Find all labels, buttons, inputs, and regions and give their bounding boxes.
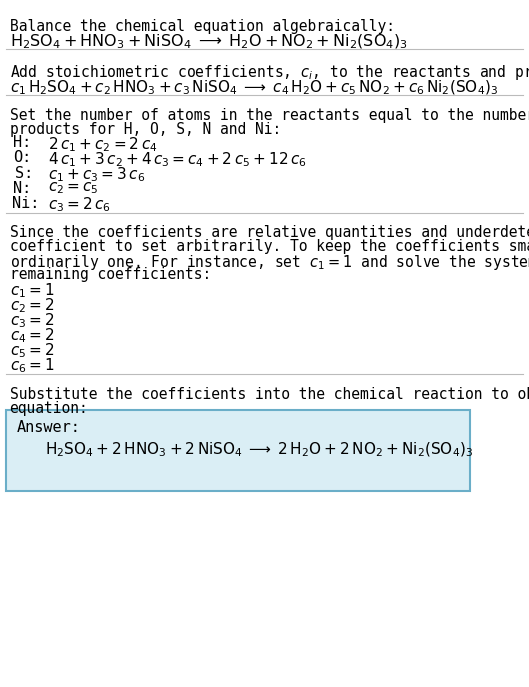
Text: ordinarily one. For instance, set $c_1 = 1$ and solve the system of equations fo: ordinarily one. For instance, set $c_1 =… <box>10 253 529 272</box>
Text: $\mathrm{H_2SO_4 + 2\,HNO_3 + 2\,NiSO_4 \;\longrightarrow\; 2\,H_2O + 2\,NO_2 + : $\mathrm{H_2SO_4 + 2\,HNO_3 + 2\,NiSO_4 … <box>45 441 473 460</box>
Text: Set the number of atoms in the reactants equal to the number of atoms in the: Set the number of atoms in the reactants… <box>10 108 529 123</box>
Text: $c_1 + c_3 = 3\,c_6$: $c_1 + c_3 = 3\,c_6$ <box>48 166 145 184</box>
Text: $c_4 = 2$: $c_4 = 2$ <box>10 326 54 345</box>
Text: $c_2 = 2$: $c_2 = 2$ <box>10 296 54 315</box>
Text: N:: N: <box>13 181 31 196</box>
Text: $4\,c_1 + 3\,c_2 + 4\,c_3 = c_4 + 2\,c_5 + 12\,c_6$: $4\,c_1 + 3\,c_2 + 4\,c_3 = c_4 + 2\,c_5… <box>48 150 306 169</box>
Text: $\mathrm{H_2SO_4 + HNO_3 + NiSO_4 \;\longrightarrow\; H_2O + NO_2 + Ni_2(SO_4)_3: $\mathrm{H_2SO_4 + HNO_3 + NiSO_4 \;\lon… <box>10 32 407 51</box>
Text: $c_1 = 1$: $c_1 = 1$ <box>10 281 54 300</box>
Text: $c_3 = 2\,c_6$: $c_3 = 2\,c_6$ <box>48 196 111 214</box>
Text: Since the coefficients are relative quantities and underdetermined, choose a: Since the coefficients are relative quan… <box>10 225 529 240</box>
Text: $c_2 = c_5$: $c_2 = c_5$ <box>48 181 98 196</box>
Text: Add stoichiometric coefficients, $c_i$, to the reactants and products:: Add stoichiometric coefficients, $c_i$, … <box>10 63 529 82</box>
Text: S:: S: <box>15 166 33 181</box>
Text: $2\,c_1 + c_2 = 2\,c_4$: $2\,c_1 + c_2 = 2\,c_4$ <box>48 135 157 154</box>
Text: $c_6 = 1$: $c_6 = 1$ <box>10 357 54 375</box>
Text: $c_1\,\mathrm{H_2SO_4} + c_2\,\mathrm{HNO_3} + c_3\,\mathrm{NiSO_4} \;\longright: $c_1\,\mathrm{H_2SO_4} + c_2\,\mathrm{HN… <box>10 78 498 97</box>
Text: Balance the chemical equation algebraically:: Balance the chemical equation algebraica… <box>10 19 395 34</box>
Text: $c_3 = 2$: $c_3 = 2$ <box>10 311 54 330</box>
FancyBboxPatch shape <box>6 410 470 491</box>
Text: remaining coefficients:: remaining coefficients: <box>10 267 211 282</box>
Text: products for H, O, S, N and Ni:: products for H, O, S, N and Ni: <box>10 122 281 137</box>
Text: Ni:: Ni: <box>12 196 39 211</box>
Text: $c_5 = 2$: $c_5 = 2$ <box>10 341 54 360</box>
Text: O:: O: <box>13 150 31 166</box>
Text: equation:: equation: <box>10 401 88 416</box>
Text: Substitute the coefficients into the chemical reaction to obtain the balanced: Substitute the coefficients into the che… <box>10 387 529 402</box>
Text: coefficient to set arbitrarily. To keep the coefficients small, the arbitrary va: coefficient to set arbitrarily. To keep … <box>10 239 529 254</box>
Text: Answer:: Answer: <box>17 420 81 436</box>
Text: H:: H: <box>13 135 31 150</box>
